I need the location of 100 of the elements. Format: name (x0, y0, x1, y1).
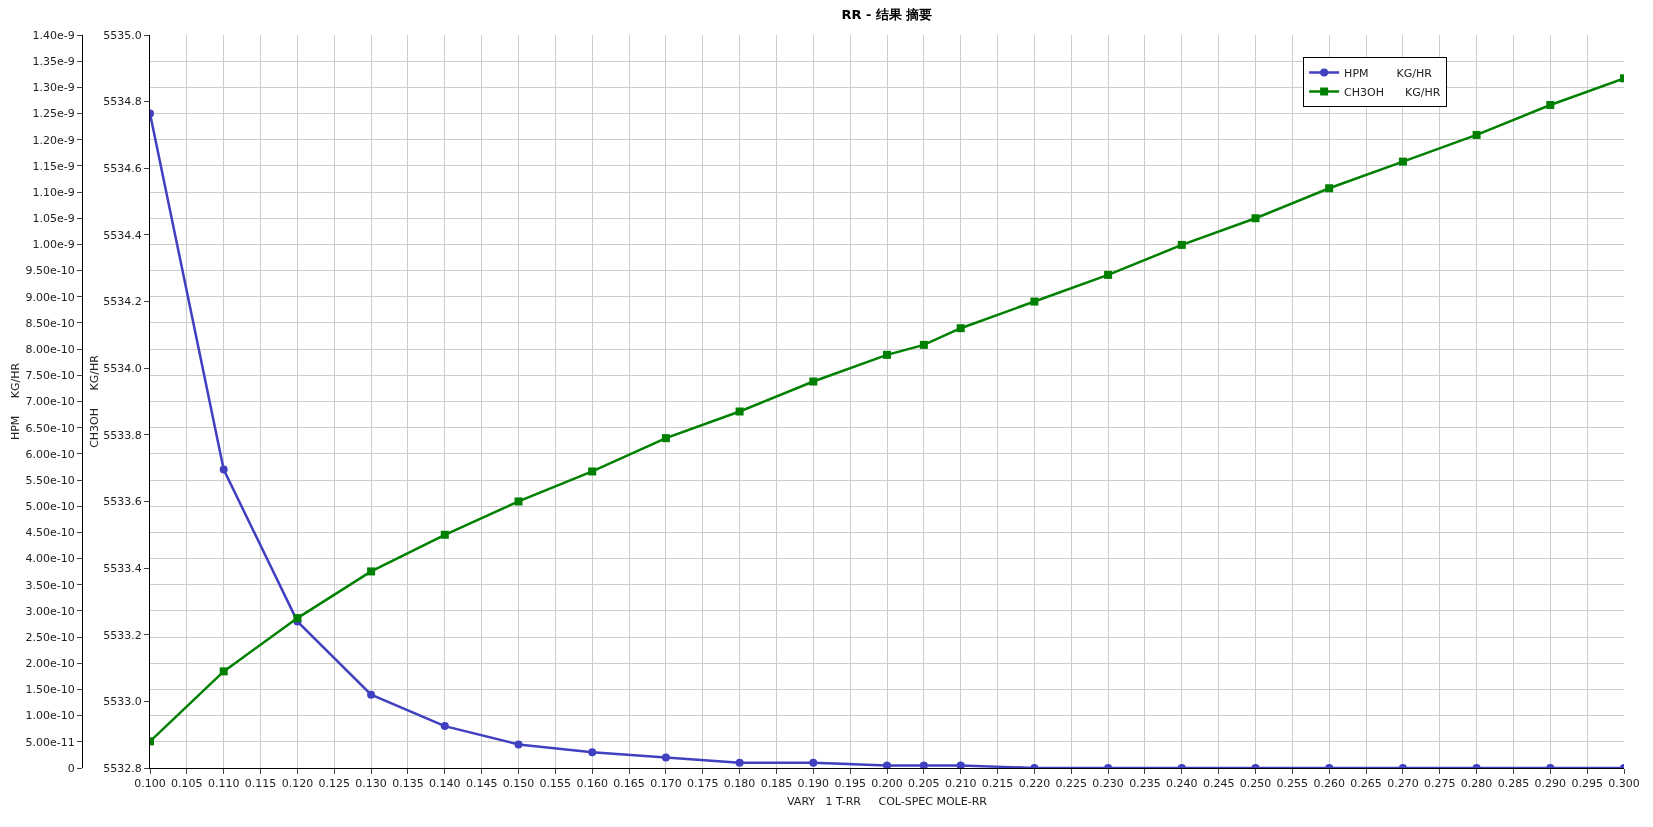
y-tick-label: 8.50e-10 (25, 316, 75, 330)
x-tick-label: 0.250 (1239, 777, 1272, 791)
x-tick-label: 0.300 (1608, 777, 1640, 791)
point (1104, 270, 1113, 279)
x-tick-label: 0.270 (1387, 777, 1419, 791)
x-tick-label: 0.100 (134, 777, 166, 791)
x-tick-label: 0.220 (1018, 777, 1051, 791)
y-tick-label: 8.00e-10 (25, 342, 75, 356)
y-tick-label: 1.20e-9 (32, 133, 75, 147)
x-tick-label: 0.135 (392, 777, 424, 791)
x-tick-label: 0.130 (355, 777, 387, 791)
point (883, 350, 891, 359)
y-tick-label: 1.40e-9 (32, 28, 75, 42)
y-tick-label: 2.50e-10 (25, 630, 75, 644)
point (219, 667, 228, 676)
legend-label: CH3OH KG/HR (1344, 85, 1441, 99)
point (735, 407, 744, 416)
x-tick-label: 0.275 (1424, 777, 1456, 791)
point (956, 324, 965, 333)
y2-tick-label: 5533.4 (103, 561, 142, 575)
y-tick-label: 7.00e-10 (25, 395, 75, 409)
x-tick-label: 0.150 (502, 777, 535, 791)
x-tick-label: 0.240 (1166, 777, 1198, 791)
y-tick-label: 1.30e-9 (32, 81, 75, 95)
y-tick-label: 1.50e-10 (25, 683, 75, 697)
point (440, 530, 449, 539)
x-tick-label: 0.235 (1129, 777, 1161, 791)
y2-tick-label: 5532.8 (103, 761, 142, 775)
y-tick-label: 3.00e-10 (25, 604, 75, 618)
y-axis-title: HPM KG/HR (9, 362, 23, 441)
y-tick-label: 1.15e-9 (32, 159, 75, 173)
x-tick-label: 0.245 (1202, 777, 1235, 791)
point (1251, 214, 1260, 223)
point (588, 467, 597, 476)
x-tick-label: 0.115 (244, 777, 277, 791)
y2-tick-label: 5534.0 (103, 362, 142, 376)
point (1030, 297, 1039, 306)
y-tick-label: 1.10e-9 (32, 185, 75, 199)
x-tick-label: 0.170 (650, 777, 682, 791)
x-tick-label: 0.175 (687, 777, 719, 791)
point (367, 567, 376, 576)
y-tick-label: 5.00e-10 (25, 500, 75, 514)
x-tick-label: 0.165 (613, 777, 645, 791)
y2-tick-label: 5533.0 (103, 695, 142, 709)
x-tick-label: 0.265 (1350, 777, 1382, 791)
y-tick-label: 1.25e-9 (32, 107, 75, 121)
y2-tick-label: 5533.6 (103, 495, 142, 509)
x-tick-label: 0.145 (465, 777, 498, 791)
point (1177, 240, 1186, 249)
y-tick-label: 1.35e-9 (32, 55, 75, 69)
x-tick-label: 0.155 (539, 777, 572, 791)
point (919, 340, 928, 349)
x-tick-label: 0.280 (1460, 777, 1493, 791)
x-tick-label: 0.230 (1092, 777, 1124, 791)
point (1398, 157, 1407, 166)
x-tick-label: 0.210 (944, 777, 977, 791)
y-tick-label: 9.50e-10 (25, 264, 75, 278)
x-tick-label: 0.205 (908, 777, 940, 791)
legend-label: HPM KG/HR (1344, 66, 1433, 80)
y2-tick-label: 5533.2 (103, 628, 142, 642)
y-tick-label: 6.50e-10 (25, 421, 75, 435)
y2-tick-label: 5534.2 (103, 295, 142, 309)
y2-tick-label: 5535.0 (103, 28, 142, 42)
y-tick-label: 2.00e-10 (25, 657, 75, 671)
point (1546, 100, 1555, 109)
x-tick-label: 0.255 (1276, 777, 1309, 791)
x-tick-label: 0.200 (871, 777, 903, 791)
y-tick-label: 7.50e-10 (25, 369, 75, 383)
x-axis-title: VARY 1 T-RR COL-SPEC MOLE-RR (787, 795, 988, 809)
y-tick-label: 4.50e-10 (25, 526, 75, 540)
point (1325, 184, 1334, 193)
x-tick-label: 0.295 (1571, 777, 1603, 791)
y2-tick-label: 5533.8 (103, 428, 142, 442)
chart-title: RR - 结果 摘要 (841, 7, 933, 23)
x-tick-label: 0.110 (207, 777, 240, 791)
x-tick-label: 0.120 (281, 777, 314, 791)
x-tick-label: 0.180 (723, 777, 756, 791)
x-tick-label: 0.260 (1313, 777, 1345, 791)
y-tick-label: 5.50e-10 (25, 473, 75, 487)
x-tick-label: 0.195 (834, 777, 866, 791)
x-tick-label: 0.215 (981, 777, 1014, 791)
y-tick-label: 6.00e-10 (25, 447, 75, 461)
y-tick-label: 3.50e-10 (25, 578, 75, 592)
point (661, 434, 670, 443)
y-tick-label: 5.00e-11 (25, 735, 75, 749)
x-tick-label: 0.285 (1497, 777, 1530, 791)
x-tick-label: 0.225 (1055, 777, 1087, 791)
y-tick-label: 1.00e-10 (25, 709, 75, 723)
x-tick-label: 0.160 (576, 777, 608, 791)
point (1472, 130, 1481, 139)
x-tick-label: 0.125 (318, 777, 350, 791)
x-tick-label: 0.105 (171, 777, 203, 791)
y2-tick-label: 5534.4 (103, 228, 142, 242)
y2-axis-title: CH3OH KG/HR (87, 354, 101, 448)
y-tick-label: 9.00e-10 (25, 290, 75, 304)
y-tick-label: 1.05e-9 (32, 212, 75, 226)
point (514, 497, 523, 506)
x-tick-label: 0.290 (1534, 777, 1567, 791)
point (809, 377, 818, 386)
x-tick-label: 0.140 (429, 777, 461, 791)
